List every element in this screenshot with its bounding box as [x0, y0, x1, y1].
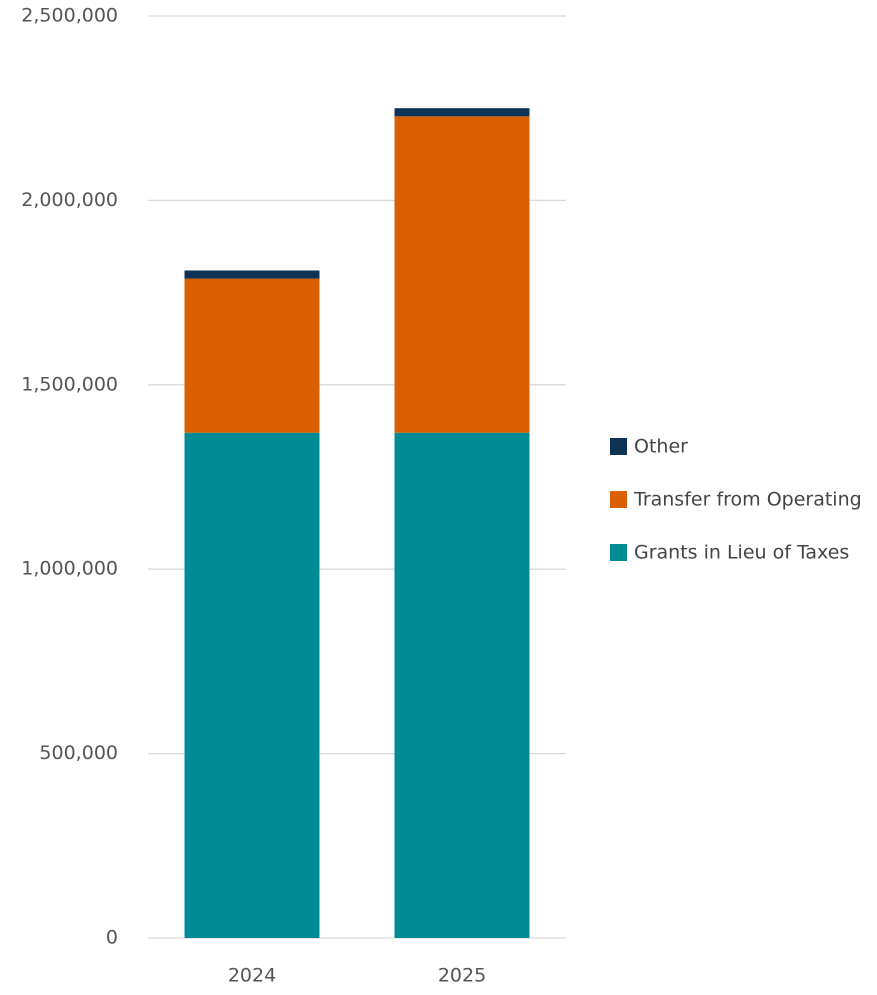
x-axis-tick-labels: 2024 2025	[228, 965, 486, 987]
legend: Other Transfer from Operating Grants in Li…	[610, 436, 862, 564]
y-tick-label: 1,500,000	[21, 373, 118, 395]
legend-label-other: Other	[634, 436, 688, 458]
legend-label-transfer-from-operating: Transfer from Operating	[633, 489, 862, 511]
y-tick-label: 2,500,000	[21, 5, 118, 27]
legend-swatch-transfer-from-operating	[610, 491, 627, 508]
bar-grants-in-lieu-of-taxes-2025	[394, 432, 530, 938]
legend-swatch-other	[610, 438, 627, 455]
bar-other-2024	[184, 270, 320, 279]
y-axis-tick-labels: 0 500,000 1,000,000 1,500,000 2,000,000 2,500…	[21, 5, 118, 949]
y-tick-label: 1,000,000	[21, 558, 118, 580]
y-tick-label: 2,000,000	[21, 189, 118, 211]
legend-swatch-grants-in-lieu-of-taxes	[610, 544, 627, 561]
bar-transfer-from-operating-2024	[184, 278, 320, 433]
y-tick-label: 500,000	[39, 742, 118, 764]
bar-transfer-from-operating-2025	[394, 116, 530, 433]
x-tick-label: 2025	[438, 965, 486, 987]
bar-grants-in-lieu-of-taxes-2024	[184, 432, 320, 938]
bar-other-2025	[394, 108, 530, 117]
legend-label-grants-in-lieu-of-taxes: Grants in Lieu of Taxes	[634, 542, 849, 564]
y-tick-label: 0	[106, 927, 118, 949]
x-tick-label: 2024	[228, 965, 276, 987]
bars	[184, 108, 530, 938]
